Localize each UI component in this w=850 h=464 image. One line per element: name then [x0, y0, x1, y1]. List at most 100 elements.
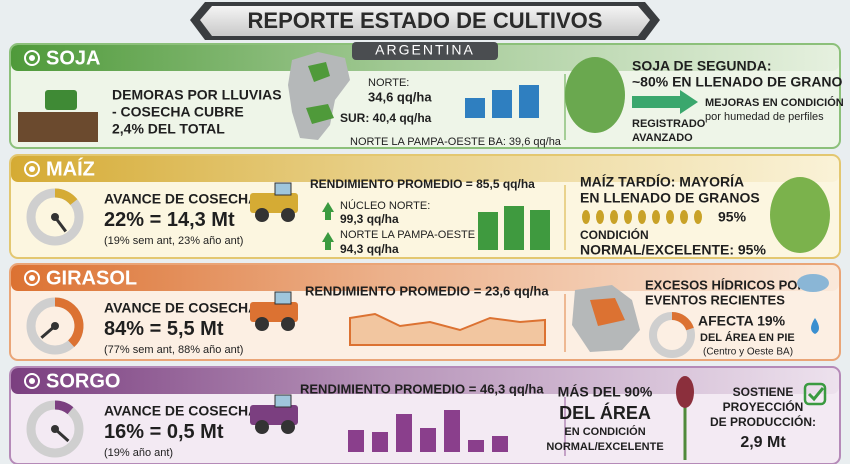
subtitle-pill [352, 42, 498, 60]
text: NORTE LA PAMPA-OESTE BA: [340, 229, 496, 241]
bullet-dot [29, 55, 35, 61]
text: DE PRODUCCIÓN: [710, 414, 816, 429]
arrow-up [322, 202, 334, 220]
panel-strip [11, 156, 839, 182]
panel-strip [11, 265, 839, 291]
text: 84% = 5,5 Mt [104, 318, 224, 340]
text: 2,9 Mt [740, 434, 786, 451]
text: NORMAL/EXCELENTE: 95% [580, 242, 766, 258]
text: NORTE: [368, 77, 409, 89]
text: NORMAL/EXCELENTE [546, 441, 663, 453]
check [807, 387, 825, 402]
text: EVENTOS RECIENTES [645, 292, 785, 307]
text: NORTE LA PAMPA-OESTE BA: 39,6 qq/ha [350, 136, 562, 148]
text: AVANCE DE COSECHA: [104, 300, 263, 316]
corn [666, 210, 674, 224]
arrow [632, 90, 698, 114]
bullet-dot [29, 275, 35, 281]
text: 95% [718, 209, 747, 225]
text: DEL ÁREA [559, 402, 651, 423]
text: EXCESOS HÍDRICOS POR [645, 277, 807, 292]
text: RENDIMIENTO PROMEDIO = 46,3 qq/ha [300, 381, 544, 396]
bar-deco [492, 90, 512, 118]
harvester-cab [274, 182, 292, 196]
field [18, 112, 98, 142]
corn [680, 210, 688, 224]
cloud [797, 274, 829, 292]
text: SOJA DE SEGUNDA: [632, 58, 772, 74]
text: (77% sem ant, 88% año ant) [104, 344, 243, 356]
bar-deco [492, 436, 508, 452]
text: AVANCE DE COSECHA: [104, 191, 263, 207]
gauge-hub [51, 322, 59, 330]
bar-deco [478, 212, 498, 250]
text: (Centro y Oeste BA) [703, 347, 793, 358]
text: SOSTIENE [733, 385, 794, 399]
map [288, 52, 350, 140]
text: RENDIMIENTO PROMEDIO = 23,6 qq/ha [305, 283, 549, 298]
wheel [281, 317, 295, 331]
gauge-hub [51, 213, 59, 221]
text: (19% año ant) [104, 447, 173, 459]
text: por humedad de perfiles [705, 111, 824, 123]
text: REPORTE ESTADO DE CULTIVOS [248, 8, 603, 33]
header-inner [200, 6, 650, 36]
text: AFECTA 19% [698, 313, 786, 329]
corn-plant [770, 177, 830, 253]
corn [694, 210, 702, 224]
bar-deco [444, 410, 460, 452]
text: ~80% EN LLENADO DE GRANO [632, 74, 843, 90]
text: 99,3 qq/ha [340, 212, 399, 226]
harvester [45, 90, 77, 110]
map-region [306, 104, 334, 124]
area-deco [349, 312, 546, 346]
text: MAÍZ [46, 157, 95, 180]
text: EN LLENADO DE GRANOS [580, 190, 760, 206]
corn [582, 210, 590, 224]
text: (19% sem ant, 23% año ant) [104, 235, 243, 247]
bullet [24, 373, 40, 389]
text: MEJORAS EN CONDICIÓN [705, 96, 844, 109]
text: SUR: 40,4 qq/ha [340, 111, 432, 125]
bullet [24, 161, 40, 177]
harvester-cab [274, 394, 292, 408]
text: DEL ÁREA EN PIE [700, 331, 795, 344]
text: MAÍZ TARDÍO: MAYORÍA [580, 174, 744, 190]
wheel [281, 420, 295, 434]
text: 34,6 qq/ha [368, 89, 432, 104]
arrow-up [322, 232, 334, 250]
bullet [24, 50, 40, 66]
plant [565, 57, 625, 133]
map-region [308, 62, 330, 82]
text: PROYECCIÓN [723, 399, 804, 414]
bar-deco [519, 85, 539, 118]
text: 2,4% DEL TOTAL [112, 121, 225, 137]
text: REGISTRADO [632, 118, 706, 130]
bullet [24, 270, 40, 286]
corn [652, 210, 660, 224]
text: ARGENTINA [375, 42, 475, 58]
text: 16% = 0,5 Mt [104, 421, 224, 443]
text: - COSECHA CUBRE [112, 104, 244, 120]
bar-deco [420, 428, 436, 452]
bullet-dot [29, 378, 35, 384]
bullet-dot [29, 166, 35, 172]
bar-deco [465, 98, 485, 118]
bar-deco [504, 206, 524, 250]
wheel [255, 420, 269, 434]
wheel [255, 317, 269, 331]
map-region [590, 298, 625, 326]
corn [596, 210, 604, 224]
drop [811, 318, 819, 334]
bar-deco [530, 210, 550, 250]
text: AVANCE DE COSECHA: [104, 403, 263, 419]
bar-deco [468, 440, 484, 452]
text: MÁS DEL 90% [558, 384, 653, 400]
harvester-cab [274, 291, 292, 305]
text: SORGO [46, 370, 120, 392]
gauge-arc [54, 188, 78, 206]
gauge-arc [54, 297, 84, 348]
text: NÚCLEO NORTE: [340, 199, 430, 212]
